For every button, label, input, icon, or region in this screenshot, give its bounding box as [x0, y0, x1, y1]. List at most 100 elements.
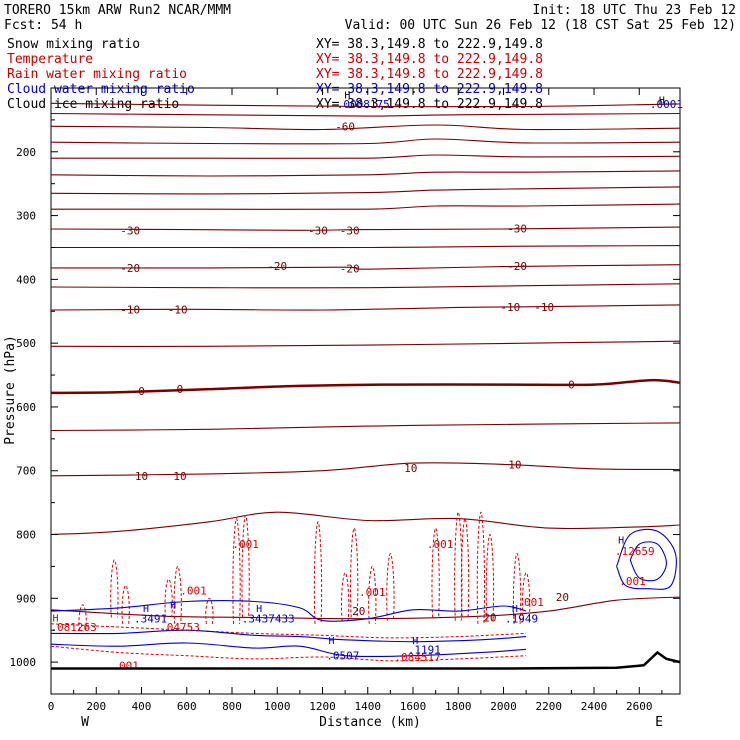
- x-tick-label: 400: [132, 700, 152, 713]
- legend-xy-text: XY= 38.3,149.8 to 222.9,149.8: [316, 97, 543, 112]
- rain-contour: [50, 645, 527, 662]
- y-tick-label: 500: [16, 337, 36, 350]
- cloud-water-label: .3491: [134, 613, 167, 626]
- rain-contour: [460, 518, 470, 618]
- temperature-label: -20: [267, 260, 287, 273]
- rain-label: .001: [112, 659, 139, 672]
- rain-label: .081263: [50, 621, 96, 634]
- cloud-water-label: .0507: [326, 650, 359, 663]
- extremum-marker: H: [143, 604, 149, 615]
- temperature-label: -20: [340, 263, 360, 276]
- x-tick-label: 600: [177, 700, 197, 713]
- cloud-water-label: .1949: [505, 613, 538, 626]
- rain-contour: [368, 565, 377, 624]
- temperature-label: -30: [340, 224, 360, 237]
- temperature-label: 10: [404, 462, 417, 475]
- rain-label: .001: [517, 596, 544, 609]
- temperature-contour: [50, 138, 681, 145]
- rain-label: .04753: [160, 621, 200, 634]
- rain-contour: [173, 565, 182, 624]
- x-tick-label: 1800: [445, 700, 472, 713]
- cloud-water-contours: [50, 528, 677, 658]
- legend-xy-text: XY= 38.3,149.8 to 222.9,149.8: [316, 52, 543, 67]
- extremum-marker: H: [344, 90, 350, 101]
- temperature-label: 10: [173, 470, 186, 483]
- rain-label: .12659: [615, 545, 655, 558]
- rain-contour: [78, 604, 87, 631]
- terrain-line: [51, 650, 681, 670]
- rain-contour: [50, 623, 527, 639]
- legend: Snow mixing ratio XY= 38.3,149.8 to 222.9…: [7, 37, 543, 112]
- temperature-contours: [50, 102, 681, 620]
- temperature-label: -10: [534, 301, 554, 314]
- y-axis-label: Pressure (hPa): [3, 335, 18, 445]
- temperature-label: -30: [507, 222, 527, 235]
- plot-frame: [50, 87, 681, 695]
- temperature-contour: [50, 124, 681, 131]
- temperature-label: 0: [177, 383, 184, 396]
- x-tick-label: 200: [86, 700, 106, 713]
- rain-contour: [521, 572, 531, 621]
- header-model: TORERO 15km ARW Run2 NCAR/MMM: [4, 3, 231, 18]
- temperature-label: 10: [135, 470, 148, 483]
- legend-entry: Snow mixing ratio: [7, 37, 140, 52]
- legend-entry: Temperature: [7, 52, 93, 67]
- temperature-contour: [50, 511, 681, 536]
- temperature-contour: [50, 422, 681, 432]
- temperature-contour: [50, 596, 681, 620]
- temperature-contour: [50, 378, 681, 395]
- temperature-label: 20: [556, 591, 569, 604]
- extremum-marker: H: [53, 613, 59, 624]
- y-tick-label: 300: [16, 210, 36, 223]
- temperature-label: 20: [352, 605, 365, 618]
- temperature-contour: [51, 245, 681, 249]
- legend-xy-text: XY= 38.3,149.8 to 222.9,149.8: [316, 37, 543, 52]
- rain-contour: [110, 559, 119, 618]
- temperature-contour: [50, 226, 681, 231]
- cloud-water-contour: [629, 541, 667, 582]
- rain-contour: [340, 572, 350, 621]
- x-tick-label: 2400: [581, 700, 608, 713]
- rain-contour: [121, 585, 130, 624]
- rain-label: .001: [427, 538, 454, 551]
- rain-contour: [205, 597, 214, 624]
- legend-xy-text: XY= 38.3,149.8 to 222.9,149.8: [316, 82, 543, 97]
- legend-entry: Cloud ice mixing ratio: [7, 97, 179, 112]
- rain-contour: [241, 514, 250, 618]
- y-tick-label: 1000: [10, 656, 37, 669]
- temperature-contour: [50, 264, 681, 270]
- extremum-marker: H: [170, 601, 176, 612]
- rain-label: .001: [359, 586, 386, 599]
- x-tick-label: 2000: [490, 700, 517, 713]
- temperature-contour: [50, 102, 681, 108]
- header-forecast: Fcst: 54 h: [4, 18, 82, 33]
- temperature-contour: [50, 112, 681, 117]
- rain-label: .001: [619, 575, 646, 588]
- x-tick-label: 1400: [355, 700, 382, 713]
- y-tick-label: 900: [16, 592, 36, 605]
- cloud-water-contour: [50, 642, 527, 658]
- rain-contour: [476, 511, 486, 624]
- legend-entry: Cloud water mixing ratio: [7, 82, 195, 97]
- rain-contour: [313, 521, 323, 624]
- temperature-label: 0: [138, 385, 145, 398]
- x-tick-label: 800: [222, 700, 242, 713]
- y-tick-label: 700: [16, 465, 36, 478]
- extremum-marker: H: [618, 536, 624, 547]
- header-init: Init: 18 UTC Thu 23 Feb 12: [533, 3, 737, 18]
- temperature-label: -20: [507, 260, 527, 273]
- y-tick-label: 600: [16, 401, 36, 414]
- temperature-contour: [50, 340, 681, 347]
- x-tick-label: 1000: [264, 700, 291, 713]
- legend-xy-text: XY= 38.3,149.8 to 222.9,149.8: [316, 67, 543, 82]
- x-end-label-east: E: [655, 715, 663, 730]
- cloud-water-label: .1191: [408, 643, 441, 656]
- header-valid: Valid: 00 UTC Sun 26 Feb 12 (18 CST Sat …: [345, 18, 736, 33]
- cloud-water-label: .0008175: [337, 98, 390, 111]
- rain-contour: [485, 534, 495, 621]
- temperature-label: -10: [500, 301, 520, 314]
- rain-water-contours: [50, 511, 531, 662]
- x-tick-label: 0: [48, 700, 55, 713]
- plot-area: -60 -30 -30 -30 -30 -20 -20 -20 -20 -10 -10 -10 -10 0…: [50, 87, 683, 695]
- x-tick-label: 1600: [400, 700, 427, 713]
